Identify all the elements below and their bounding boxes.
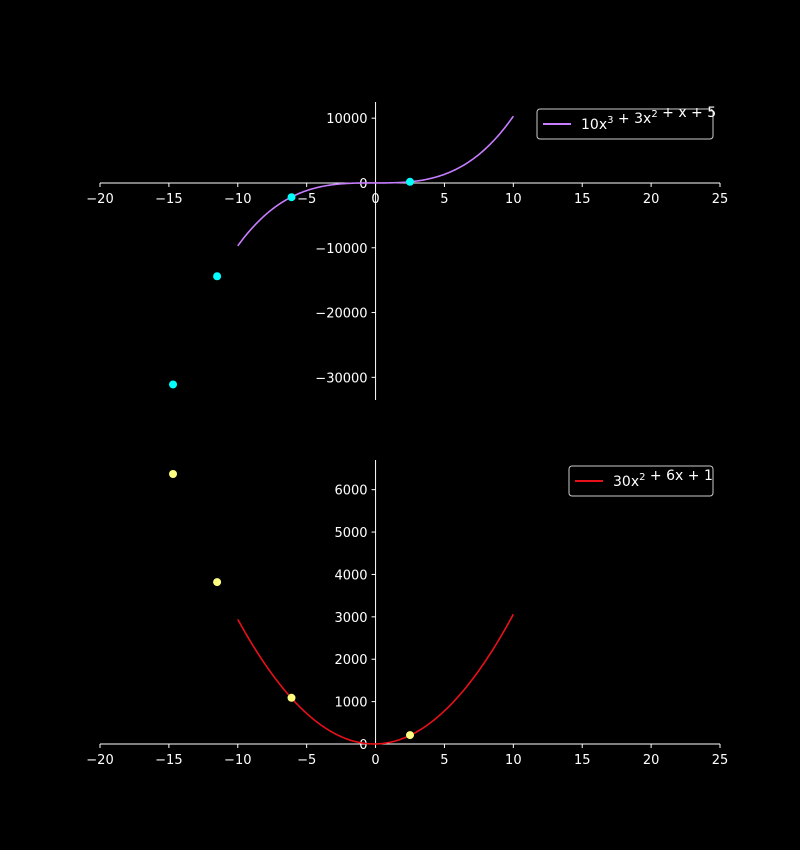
scatter-point xyxy=(406,177,414,186)
series-line xyxy=(237,115,514,247)
x-tick-label: −5 xyxy=(297,192,316,207)
x-tick-label: 25 xyxy=(712,192,729,207)
legend-term: + 6x + 1 xyxy=(645,468,712,484)
x-tick-label: 20 xyxy=(643,753,660,768)
legend-exponent: 2 xyxy=(639,472,645,483)
y-tick-label: 0 xyxy=(359,177,367,192)
scatter-point xyxy=(213,578,222,587)
legend-label: 30x2 + 6x + 1 xyxy=(613,468,713,490)
x-tick-label: −20 xyxy=(86,753,113,768)
x-tick-label: 15 xyxy=(574,753,591,768)
scatter-point xyxy=(213,272,222,281)
legend: 10x3 + 3x2 + x + 5 xyxy=(536,105,716,140)
y-tick-label: 10000 xyxy=(326,112,367,127)
scatter-point xyxy=(287,193,296,202)
x-tick-label: −20 xyxy=(86,192,113,207)
x-tick-label: 5 xyxy=(440,753,448,768)
y-tick-label: 5000 xyxy=(334,526,367,541)
bottom-chart: −20 −15 −10 −5 0 5 10 15 20 25 0 1000 2000 3000 4000 50… xyxy=(86,460,728,768)
x-tick-label: −5 xyxy=(297,753,316,768)
y-tick-label: 6000 xyxy=(334,484,367,499)
scatter-point xyxy=(169,380,178,389)
legend-label: 10x3 + 3x2 + x + 5 xyxy=(581,105,716,133)
legend: 30x2 + 6x + 1 xyxy=(568,465,714,497)
y-tick-label: 2000 xyxy=(334,653,367,668)
x-tick-label: 5 xyxy=(440,192,448,207)
legend-box xyxy=(568,465,714,497)
scatter-point xyxy=(406,731,414,740)
legend-box xyxy=(536,108,714,140)
legend-exponent: 3 xyxy=(607,115,613,126)
x-tick-label: 15 xyxy=(574,192,591,207)
legend-exponent: 2 xyxy=(651,109,657,120)
x-tick-label: 0 xyxy=(371,192,379,207)
x-tick-label: 0 xyxy=(371,753,379,768)
x-tick-label: 20 xyxy=(643,192,660,207)
scatter-point xyxy=(287,693,296,702)
x-tick-label: 10 xyxy=(505,192,522,207)
legend-term: + x + 5 xyxy=(658,105,716,121)
x-tick-label: −15 xyxy=(155,753,182,768)
y-tick-label: −10000 xyxy=(315,242,367,257)
legend-term: 30x xyxy=(613,474,639,490)
series-line xyxy=(237,613,515,745)
y-tick-label: 1000 xyxy=(334,696,367,711)
top-chart: −20 −15 −10 −5 0 5 10 15 20 25 −30000 −20000 −10000 0… xyxy=(86,102,728,400)
y-tick-label: −20000 xyxy=(315,307,367,322)
x-tick-label: −10 xyxy=(224,192,251,207)
legend-term: 10x xyxy=(581,117,607,133)
y-tick-label: 0 xyxy=(359,738,367,753)
x-tick-label: 10 xyxy=(505,753,522,768)
y-tick-label: −30000 xyxy=(315,371,367,386)
x-tick-label: −15 xyxy=(155,192,182,207)
scatter-point xyxy=(169,469,178,478)
y-tick-label: 3000 xyxy=(334,611,367,626)
x-tick-label: −10 xyxy=(224,753,251,768)
y-tick-label: 4000 xyxy=(334,568,367,583)
x-tick-label: 25 xyxy=(712,753,729,768)
legend-term: + 3x xyxy=(613,111,651,127)
